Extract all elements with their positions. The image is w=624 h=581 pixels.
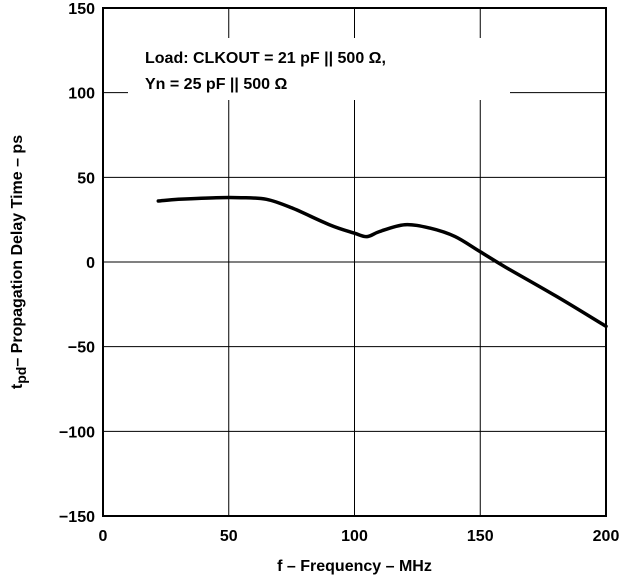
plot-frame — [102, 7, 607, 517]
y-tick-label: 50 — [77, 170, 95, 187]
y-tick-label: 100 — [68, 86, 95, 103]
annotation-background — [128, 38, 510, 100]
x-tick-label: 200 — [593, 528, 620, 545]
y-tick-label: 0 — [86, 255, 95, 272]
annotation-line-1: Load: CLKOUT = 21 pF || 500 Ω, — [145, 50, 386, 67]
y-tick-label: −50 — [68, 340, 95, 357]
y-axis-tick-labels: 150 100 50 0 −50 −100 −150 — [59, 1, 95, 526]
series-layer — [156, 195, 608, 329]
y-tick-label: 150 — [68, 1, 95, 18]
x-tick-label: 0 — [99, 528, 108, 545]
y-tick-label: −100 — [59, 424, 95, 441]
y-axis-title-subscript: pd — [13, 367, 29, 384]
x-tick-label: 50 — [220, 528, 238, 545]
series-line — [156, 195, 608, 329]
annotation-line-2: Yn = 25 pF || 500 Ω — [145, 76, 287, 93]
x-tick-label: 100 — [341, 528, 368, 545]
x-tick-label: 150 — [467, 528, 494, 545]
x-axis-tick-labels: 0 50 100 150 200 — [99, 528, 620, 545]
y-axis-title-text: – Propagation Delay Time – ps — [9, 135, 26, 367]
x-axis-title: f – Frequency – MHz — [277, 558, 432, 575]
y-tick-label: −150 — [59, 509, 95, 526]
y-axis-title-symbol: t — [9, 383, 26, 389]
y-axis-title: tpd– Propagation Delay Time – ps — [9, 135, 29, 389]
